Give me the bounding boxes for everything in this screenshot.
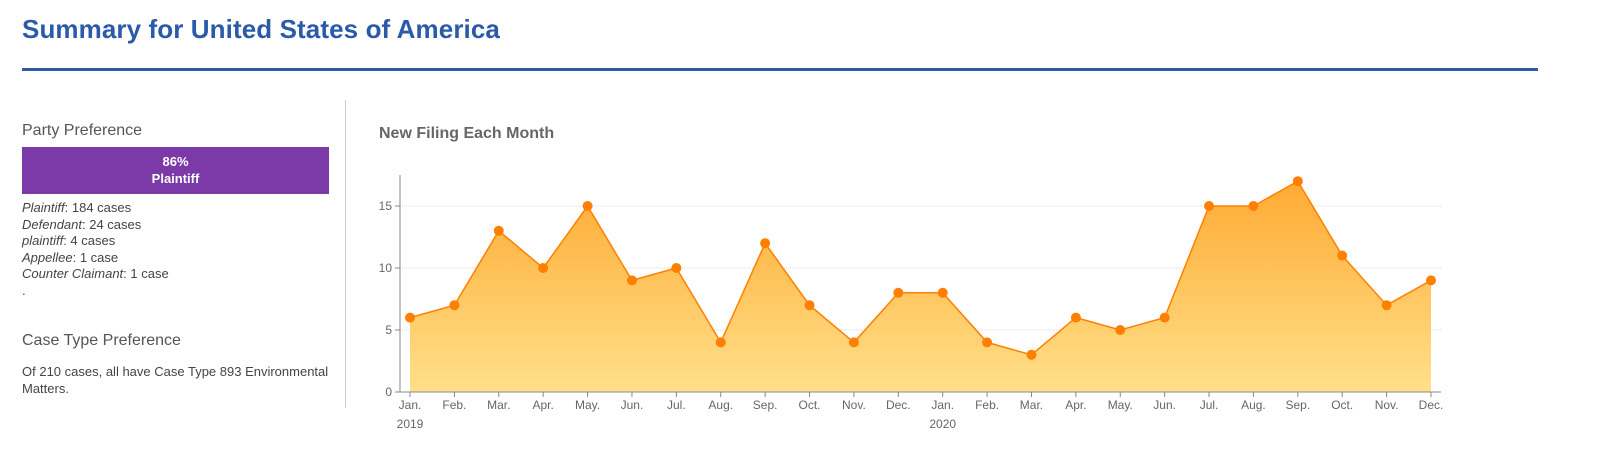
y-tick-label: 0 <box>385 385 392 399</box>
y-tick-label: 15 <box>379 199 393 213</box>
party-name: Defendant <box>22 216 82 232</box>
data-point <box>982 337 993 348</box>
data-point <box>1070 312 1081 323</box>
data-point <box>1337 250 1348 261</box>
data-point <box>1381 300 1392 311</box>
party-count: : 184 cases <box>64 200 132 215</box>
x-tick-label: Dec. <box>886 398 911 412</box>
data-point <box>848 337 859 348</box>
data-point <box>493 225 504 236</box>
x-tick-label: Oct. <box>799 398 821 412</box>
data-point <box>1292 176 1303 187</box>
x-tick-label: Apr. <box>1065 398 1086 412</box>
title-divider <box>22 68 1538 71</box>
x-tick-label: Jan. <box>399 398 422 412</box>
x-tick-label: Aug. <box>708 398 733 412</box>
party-preference-bar: 86% Plaintiff <box>22 147 329 194</box>
x-tick-label: Sep. <box>753 398 778 412</box>
x-tick-label: May. <box>575 398 600 412</box>
data-point <box>1159 312 1170 323</box>
x-tick-label: Mar. <box>1020 398 1043 412</box>
party-count: : 24 cases <box>82 216 142 232</box>
party-count: : 1 case <box>72 249 119 265</box>
series-line <box>409 180 1432 356</box>
x-tick-label: Sep. <box>1285 398 1310 412</box>
area-fill <box>410 181 1431 392</box>
party-preference-heading: Party Preference <box>22 122 143 139</box>
x-tick-label: May. <box>1108 398 1133 412</box>
data-point <box>1248 201 1259 211</box>
party-bar-label: Plaintiff <box>151 171 200 186</box>
x-tick-label: Mar. <box>487 398 510 412</box>
data-point <box>1204 201 1215 211</box>
party-count: : 1 case <box>123 266 169 282</box>
x-tick-label: Jan. <box>931 398 954 412</box>
y-tick-label: 10 <box>379 261 393 275</box>
page-title: Summary for United States of America <box>22 14 500 44</box>
data-point <box>1426 275 1436 286</box>
party-list-item: Counter Claimant: 1 case <box>22 266 169 283</box>
data-point <box>582 201 593 211</box>
data-point <box>1115 325 1126 335</box>
x-tick-label: Oct. <box>1331 398 1353 412</box>
data-point <box>538 263 549 273</box>
x-tick-label: Feb. <box>975 398 999 412</box>
party-name: Appellee <box>22 249 73 265</box>
case-type-preference-heading: Case Type Preference <box>22 332 181 349</box>
data-point <box>671 263 682 273</box>
party-name: Plaintiff <box>22 200 65 215</box>
party-list-trailing: . <box>22 282 26 298</box>
x-tick-label: Feb. <box>442 398 466 412</box>
data-point <box>760 238 771 249</box>
x-tick-label: Apr. <box>532 398 553 412</box>
data-point <box>1026 349 1037 360</box>
data-point <box>405 312 415 323</box>
party-name: plaintiff <box>22 233 64 249</box>
case-type-preference-text: Of 210 cases, all have Case Type 893 Env… <box>22 364 329 396</box>
data-point <box>893 287 904 298</box>
x-year-label: 2019 <box>397 417 424 431</box>
panel-divider <box>345 100 346 408</box>
x-tick-label: Jun. <box>621 398 644 412</box>
data-point <box>937 287 948 298</box>
party-list: Plaintiff: 184 cases Defendant: 24 cases… <box>22 200 169 300</box>
x-tick-label: Nov. <box>842 398 866 412</box>
party-list-item: Defendant: 24 cases <box>22 217 169 234</box>
x-tick-label: Jun. <box>1153 398 1176 412</box>
party-list-item: Appellee: 1 case <box>22 250 169 267</box>
x-tick-label: Jul. <box>667 398 686 412</box>
left-panel: Party Preference 86% Plaintiff Plaintiff… <box>22 100 352 408</box>
party-list-item: Plaintiff: 184 cases <box>22 200 169 217</box>
y-tick-label: 5 <box>385 323 392 337</box>
data-point <box>626 275 637 286</box>
data-point <box>715 337 726 348</box>
filings-chart: 0 5 10 15 Jan. Feb. Mar. Apr. May. Jun. Jul. Aug. Se… <box>379 175 1444 431</box>
chart-title: New Filing Each Month <box>379 125 555 142</box>
x-tick-label: Aug. <box>1241 398 1266 412</box>
party-count: : 4 cases <box>63 233 116 249</box>
party-name: Counter Claimant <box>22 266 124 282</box>
x-tick-label: Dec. <box>1419 398 1444 412</box>
data-point <box>804 300 815 311</box>
party-bar-percent: 86% <box>162 154 189 169</box>
data-point <box>449 300 460 311</box>
x-year-label: 2020 <box>929 417 956 431</box>
x-tick-label: Jul. <box>1200 398 1219 412</box>
party-list-item: plaintiff: 4 cases <box>22 233 169 250</box>
x-tick-label: Nov. <box>1375 398 1399 412</box>
